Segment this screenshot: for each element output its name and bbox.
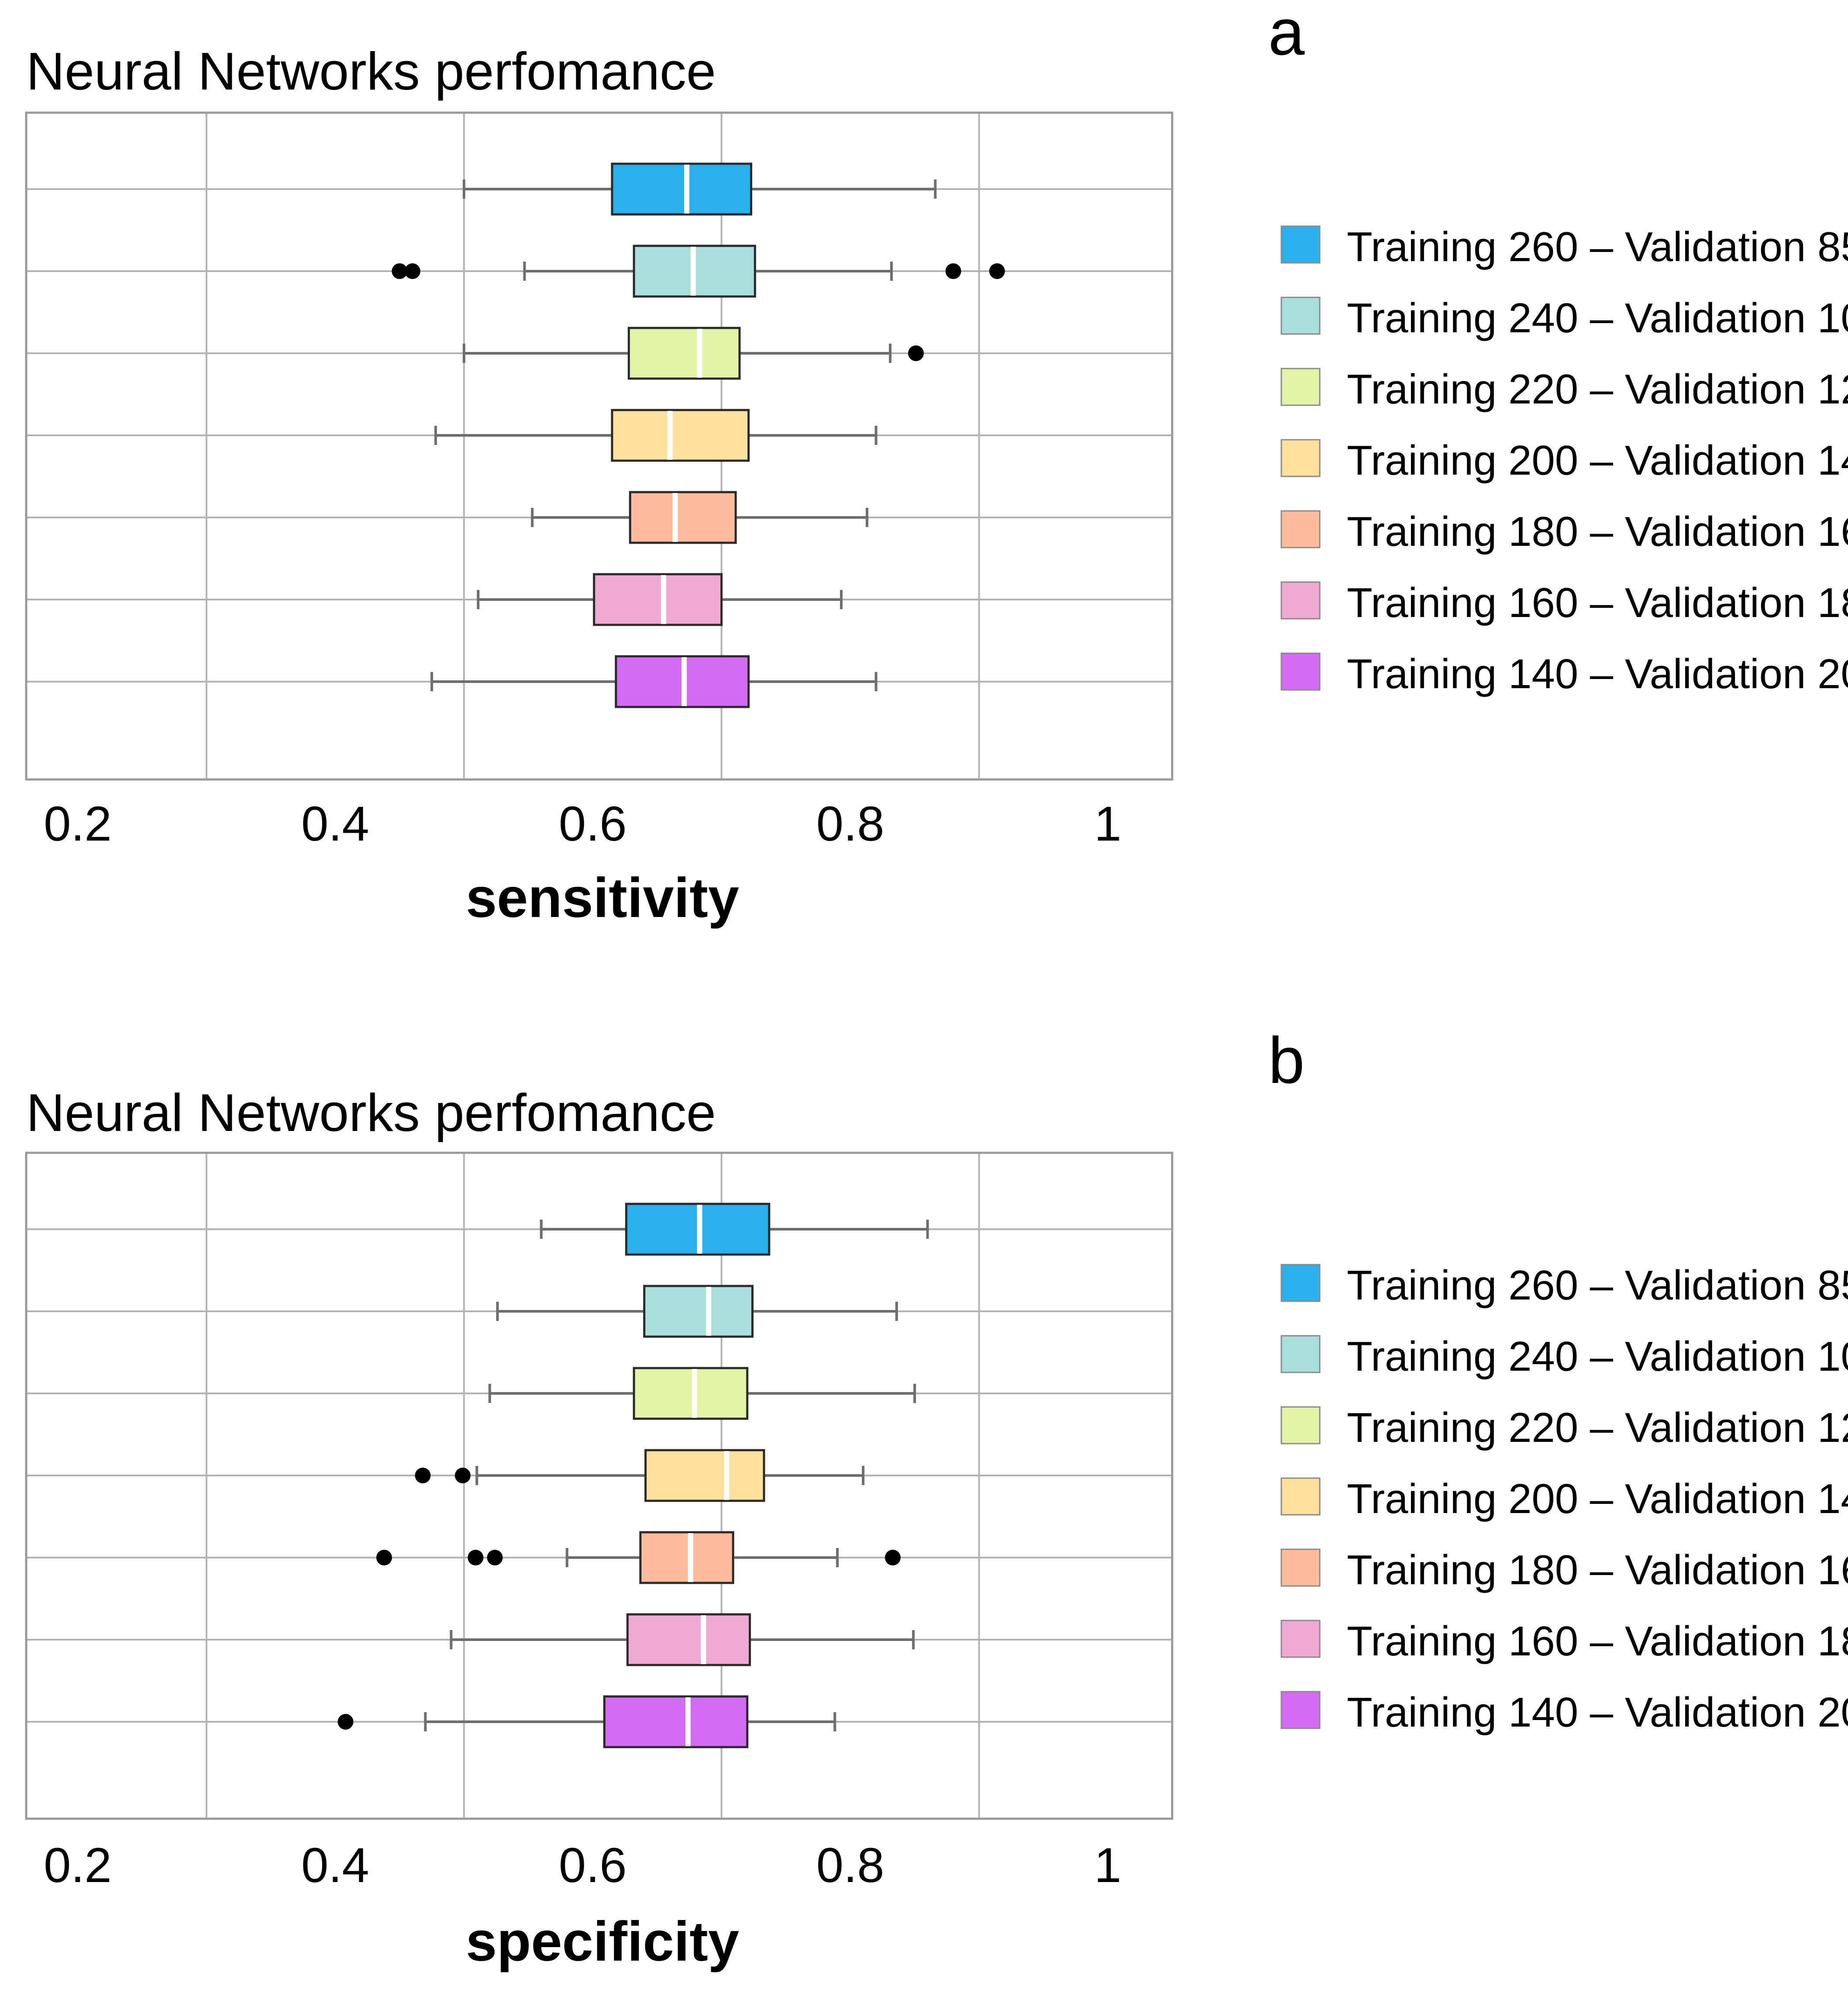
box-6: [626, 1613, 751, 1666]
legend-label: Training 140 – Validation 205: [1347, 651, 1848, 697]
box-3: [633, 1367, 749, 1420]
x-tick-label: 0.4: [301, 796, 369, 851]
box-5: [629, 491, 737, 544]
x-tick-label: 0.8: [816, 796, 884, 851]
x-tick-label: 0.6: [559, 796, 627, 851]
legend-label: Training 160 – Validation 185: [1347, 579, 1848, 626]
legend-swatch: [1280, 1548, 1321, 1587]
legend-swatch: [1280, 652, 1321, 691]
box-4: [611, 409, 750, 462]
x-axis-label: specificity: [466, 1910, 739, 1973]
x-tick-label: 1: [1094, 1838, 1121, 1893]
legend-label: Training 260 – Validation 85: [1347, 1262, 1848, 1309]
plot-frame: [25, 111, 1173, 781]
outlier-point: [487, 1550, 503, 1565]
x-tick-label: 0.4: [301, 1838, 369, 1893]
legend-swatch: [1280, 510, 1321, 548]
x-tick-label: 1: [1094, 796, 1121, 851]
legend-label: Training 200 – Validation 145: [1347, 1475, 1848, 1522]
x-axis-label: sensitivity: [466, 867, 739, 929]
box-4: [644, 1449, 765, 1502]
legend-label: Training 240 – Validation 105: [1347, 295, 1848, 341]
legend-label: Training 180 – Validation 165: [1347, 1547, 1848, 1593]
legend-swatch: [1280, 1477, 1321, 1516]
legend-swatch: [1280, 439, 1321, 477]
box-6: [593, 573, 723, 626]
legend-label: Training 220 – Validation 125: [1347, 366, 1848, 413]
plot-frame: [25, 1151, 1173, 1820]
box-5: [639, 1531, 734, 1584]
legend-swatch: [1280, 1335, 1321, 1373]
chart-title: Neural Networks perfomance: [26, 41, 716, 101]
outlier-point: [454, 1468, 471, 1483]
legend-swatch: [1280, 296, 1321, 335]
x-tick-label: 0.8: [816, 1838, 884, 1893]
legend-swatch: [1280, 1264, 1321, 1302]
chart-panel-a: Neural Networks perfomance a 0.2 0.4 0.6 0.8 1…: [25, 0, 1848, 929]
legend-label: Training 200 – Validation 145: [1347, 437, 1848, 484]
outlier-point: [945, 263, 961, 279]
box-1: [611, 162, 753, 216]
legend: Training 260 – Validation 85 Training 240…: [1280, 1262, 1848, 1736]
outlier-point: [376, 1550, 392, 1565]
x-tick-label: 0.2: [44, 1838, 112, 1893]
outlier-point: [337, 1714, 354, 1730]
legend-swatch: [1280, 1620, 1321, 1658]
outlier-point: [468, 1550, 484, 1565]
legend-label: Training 180 – Validation 165: [1347, 508, 1848, 555]
x-tick-label: 0.2: [44, 796, 112, 851]
legend: Training 260 – Validation 85 Training 240…: [1280, 224, 1848, 697]
legend-label: Training 260 – Validation 85: [1347, 224, 1848, 270]
legend-swatch: [1280, 1406, 1321, 1444]
box-2: [643, 1285, 754, 1338]
legend-swatch: [1280, 1691, 1321, 1729]
panel-label: b: [1268, 1024, 1304, 1097]
legend-label: Training 240 – Validation 105: [1347, 1333, 1848, 1380]
chart-panel-b: Neural Networks perfomance b 0.2 0.4 0.6 0.8 1…: [25, 1024, 1848, 1973]
outlier-point: [989, 263, 1005, 279]
chart-title: Neural Networks perfomance: [26, 1083, 716, 1142]
outlier-point: [884, 1550, 901, 1565]
legend-swatch: [1280, 368, 1321, 406]
legend-label: Training 140 – Validation 205: [1347, 1689, 1848, 1736]
box-3: [627, 327, 741, 380]
panel-label: a: [1268, 0, 1305, 69]
box-7: [603, 1695, 749, 1748]
legend-swatch: [1280, 225, 1321, 264]
outlier-point: [404, 263, 420, 279]
x-tick-label: 0.6: [559, 1838, 627, 1893]
outlier-point: [415, 1468, 431, 1483]
legend-swatch: [1280, 581, 1321, 620]
outlier-point: [392, 263, 408, 279]
legend-label: Training 160 – Validation 185: [1347, 1618, 1848, 1665]
outlier-point: [908, 345, 924, 361]
legend-label: Training 220 – Validation 125: [1347, 1404, 1848, 1451]
